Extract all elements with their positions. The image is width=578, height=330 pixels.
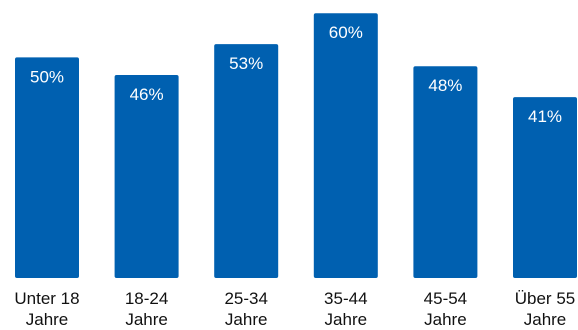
category-label: 45-54 xyxy=(424,289,467,308)
bar-value-label: 41% xyxy=(528,107,562,126)
category-label: Unter 18 xyxy=(14,289,79,308)
category-label: Jahre xyxy=(524,310,567,329)
bar xyxy=(214,44,279,278)
bar xyxy=(313,13,378,278)
category-label: Jahre xyxy=(26,310,69,329)
bar-value-label: 53% xyxy=(229,54,263,73)
category-label: 35-44 xyxy=(324,289,367,308)
bars-group: 50% 46% 53% 60% 48% 41% xyxy=(15,13,577,279)
bar xyxy=(513,97,577,278)
bar xyxy=(413,66,478,278)
category-label: Jahre xyxy=(125,310,168,329)
bar xyxy=(15,57,79,279)
bar xyxy=(114,75,179,278)
category-label: Jahre xyxy=(424,310,467,329)
bar-value-label: 48% xyxy=(428,76,462,95)
bar-value-label: 46% xyxy=(130,85,164,104)
bar-value-label: 50% xyxy=(30,67,64,86)
category-labels-group: Unter 18 Jahre 18-24 Jahre 25-34 Jahre 35-44 Ja… xyxy=(14,289,575,329)
bar-value-label: 60% xyxy=(329,23,363,42)
category-label: Über 55 xyxy=(515,289,575,308)
category-label: Jahre xyxy=(325,310,368,329)
category-label: 18-24 xyxy=(125,289,168,308)
category-label: 25-34 xyxy=(224,289,267,308)
category-label: Jahre xyxy=(225,310,268,329)
